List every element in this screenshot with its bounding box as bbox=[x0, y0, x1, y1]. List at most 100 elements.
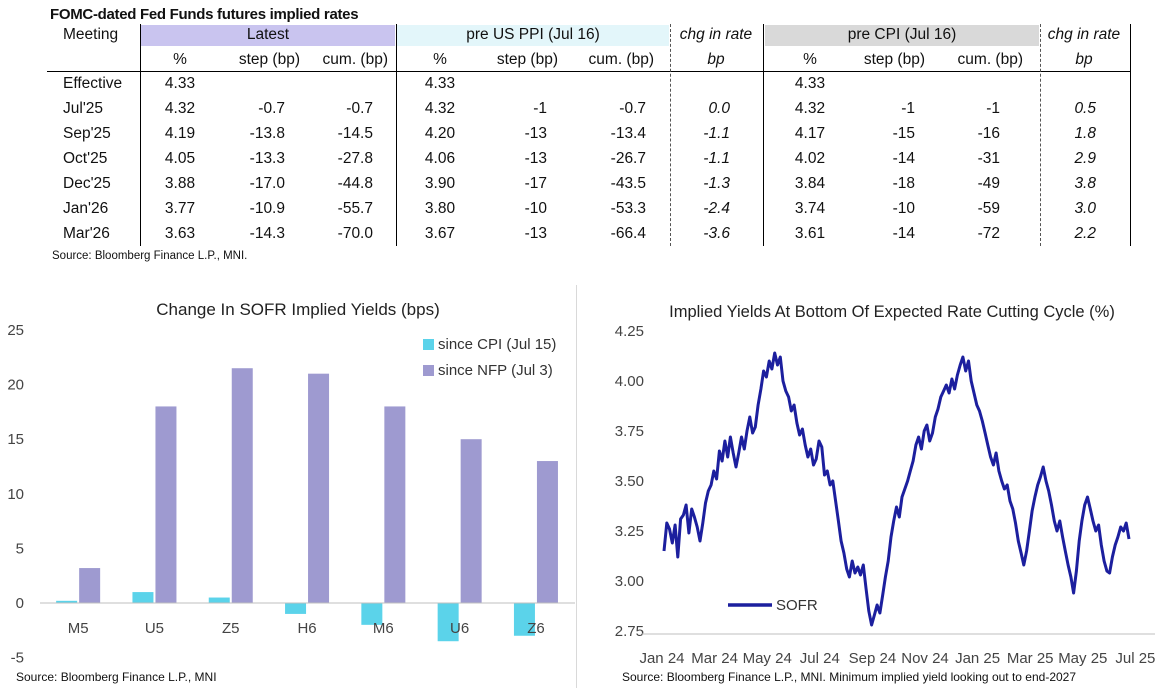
bar-chart-border-right bbox=[576, 285, 577, 688]
bar-xtick-label: H6 bbox=[297, 620, 316, 637]
ppi-chg-cell: -1.1 bbox=[703, 150, 730, 167]
ppi-cum-cell: -13.4 bbox=[610, 125, 646, 142]
latest-pct-header: % bbox=[173, 51, 187, 68]
cpi-pct-header: % bbox=[803, 51, 817, 68]
bar-nfp-z5 bbox=[231, 368, 253, 603]
chg-ppi-bp-header: bp bbox=[707, 51, 725, 68]
ppi-step-cell: -13 bbox=[524, 150, 547, 167]
cpi-cum-cell: -49 bbox=[977, 175, 1000, 192]
bar-legend: since CPI (Jul 15) since NFP (Jul 3) bbox=[423, 336, 556, 379]
divider-after-meeting bbox=[140, 24, 141, 246]
latest-step-cell: -14.3 bbox=[249, 225, 285, 242]
cpi-pct-cell: 4.32 bbox=[794, 100, 826, 117]
bar-cpi-z6 bbox=[513, 603, 535, 636]
cpi-step-cell: -14 bbox=[892, 150, 915, 167]
cpi-chg-cell: 3.8 bbox=[1074, 175, 1096, 192]
ppi-step-cell: -10 bbox=[524, 200, 547, 217]
line-ytick-label: 3.50 bbox=[615, 473, 644, 490]
bar-ytick-label: 5 bbox=[16, 540, 24, 557]
latest-pct-cell: 4.33 bbox=[164, 75, 196, 92]
cpi-chg-cell: 3.0 bbox=[1074, 200, 1096, 217]
cpi-cum-cell: -31 bbox=[977, 150, 1000, 167]
line-ytick-label: 2.75 bbox=[615, 623, 644, 640]
legend-swatch-cpi bbox=[423, 339, 434, 350]
ppi-cum-cell: -53.3 bbox=[610, 200, 646, 217]
bar-xtick-label: U5 bbox=[145, 620, 164, 637]
legend-label-nfp: since NFP (Jul 3) bbox=[438, 362, 553, 379]
ppi-step-header: step (bp) bbox=[496, 51, 558, 68]
ppi-cum-header: cum. (bp) bbox=[588, 51, 654, 68]
line-ytick-label: 4.25 bbox=[615, 323, 644, 340]
cpi-chg-cell: 2.2 bbox=[1074, 225, 1096, 242]
line-xtick-label: Mar 25 bbox=[1007, 650, 1054, 667]
chg-ppi-header: chg in rate bbox=[679, 26, 753, 43]
cpi-pct-cell: 4.02 bbox=[794, 150, 826, 167]
bar-nfp-m5 bbox=[79, 568, 101, 603]
latest-cum-cell: -55.7 bbox=[337, 200, 373, 217]
bar-xtick-label: Z6 bbox=[527, 620, 545, 637]
bar-cpi-m6 bbox=[361, 603, 383, 625]
cpi-chg-cell: 0.5 bbox=[1074, 100, 1096, 117]
ppi-step-cell: -1 bbox=[533, 100, 547, 117]
latest-cum-cell: -27.8 bbox=[337, 150, 373, 167]
bar-cpi-h6 bbox=[285, 603, 307, 614]
divider-after-latest bbox=[396, 24, 397, 246]
bar-cpi-z5 bbox=[208, 597, 230, 603]
bar-xtick-label: M6 bbox=[373, 620, 394, 637]
table-source: Source: Bloomberg Finance L.P., MNI. bbox=[52, 250, 248, 262]
latest-cum-cell: -0.7 bbox=[346, 100, 373, 117]
line-xtick-label: Jul 25 bbox=[1115, 650, 1155, 667]
cpi-step-header: step (bp) bbox=[863, 51, 925, 68]
divider-after-chg-ppi bbox=[763, 24, 764, 246]
ppi-pct-cell: 4.32 bbox=[424, 100, 456, 117]
ppi-chg-cell: 0.0 bbox=[708, 100, 730, 117]
line-xtick-label: May 24 bbox=[743, 650, 792, 667]
table-title: FOMC-dated Fed Funds futures implied rat… bbox=[50, 6, 359, 23]
legend-label-sofr: SOFR bbox=[776, 597, 818, 614]
bar-ytick-label: 0 bbox=[16, 595, 24, 612]
latest-step-cell: -10.9 bbox=[249, 200, 285, 217]
cpi-cum-cell: -59 bbox=[977, 200, 1000, 217]
cpi-cum-cell: -16 bbox=[977, 125, 1000, 142]
bar-nfp-u6 bbox=[460, 439, 482, 603]
line-chart-title: Implied Yields At Bottom Of Expected Rat… bbox=[669, 303, 1115, 321]
chg-cpi-bp-header: bp bbox=[1075, 51, 1093, 68]
latest-step-cell: -17.0 bbox=[249, 175, 285, 192]
bar-nfp-h6 bbox=[308, 373, 330, 603]
latest-pct-cell: 3.88 bbox=[164, 175, 196, 192]
line-xtick-label: Sep 24 bbox=[849, 650, 897, 667]
latest-cum-cell: -14.5 bbox=[337, 125, 373, 142]
cpi-pct-cell: 3.61 bbox=[794, 225, 826, 242]
legend-label-cpi: since CPI (Jul 15) bbox=[438, 336, 556, 353]
cpi-cum-cell: -72 bbox=[977, 225, 1000, 242]
divider-after-cpi bbox=[1040, 24, 1041, 246]
line-ytick-label: 3.75 bbox=[615, 423, 644, 440]
latest-cum-cell: -70.0 bbox=[337, 225, 373, 242]
bar-cpi-m5 bbox=[56, 600, 78, 603]
cpi-step-cell: -10 bbox=[892, 200, 915, 217]
line-ytick-label: 3.25 bbox=[615, 523, 644, 540]
line-xtick-label: May 25 bbox=[1058, 650, 1107, 667]
divider-after-ppi bbox=[670, 24, 671, 246]
meeting-cell: Effective bbox=[63, 75, 123, 92]
latest-pct-cell: 3.63 bbox=[164, 225, 196, 242]
ppi-chg-cell: -1.1 bbox=[703, 125, 730, 142]
line-xtick-label: Jul 24 bbox=[800, 650, 840, 667]
latest-cum-header: cum. (bp) bbox=[322, 51, 388, 68]
ppi-step-cell: -17 bbox=[524, 175, 547, 192]
ppi-pct-cell: 3.80 bbox=[424, 200, 456, 217]
chg-cpi-header: chg in rate bbox=[1047, 26, 1121, 43]
ppi-pct-cell: 4.33 bbox=[424, 75, 456, 92]
meeting-cell: Jan'26 bbox=[63, 200, 109, 217]
legend-swatch-nfp bbox=[423, 365, 434, 376]
cpi-chg-cell: 1.8 bbox=[1074, 125, 1096, 142]
pre-cpi-header-band bbox=[765, 25, 1039, 46]
pre-ppi-header: pre US PPI (Jul 16) bbox=[466, 26, 600, 43]
divider-table-right bbox=[1130, 24, 1131, 246]
ppi-pct-cell: 4.06 bbox=[424, 150, 456, 167]
bar-ytick-label: 25 bbox=[7, 322, 24, 339]
meeting-cell: Mar'26 bbox=[63, 225, 110, 242]
sofr-line bbox=[662, 351, 1131, 627]
line-ytick-label: 4.00 bbox=[615, 373, 644, 390]
cpi-step-cell: -1 bbox=[901, 100, 915, 117]
